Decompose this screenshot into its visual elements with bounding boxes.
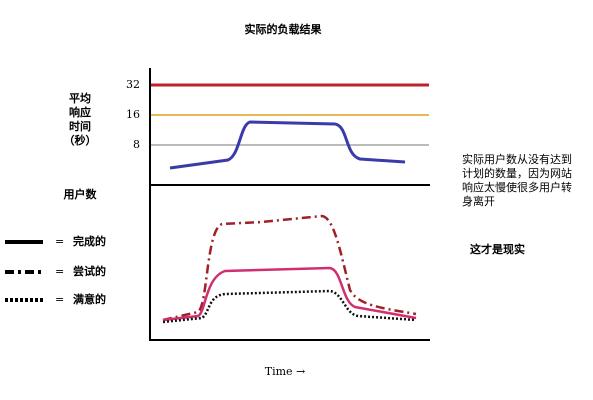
tick-label: 8 <box>133 138 140 151</box>
legend-symbol: = <box>55 293 64 306</box>
y-label: （秒） <box>64 133 97 147</box>
legend-symbol: = <box>55 235 64 248</box>
tick-label: 32 <box>126 78 140 91</box>
completed-curve <box>162 266 417 322</box>
x-label: Time → <box>265 365 306 378</box>
y-label: 响应 <box>69 105 91 119</box>
tick-label: 16 <box>126 108 140 121</box>
title: 实际的负载结果 <box>245 22 322 36</box>
satisfied-curve <box>162 289 417 324</box>
attempted-curve <box>162 214 417 322</box>
legend-label: 完成的 <box>73 234 106 248</box>
reality-note: 这才是现实 <box>470 242 525 256</box>
note: 计划的数量，因为网站 <box>462 166 572 180</box>
users-label: 用户数 <box>64 187 98 201</box>
note: 身离开 <box>462 194 495 208</box>
note: 实际用户数从没有达到 <box>462 152 572 166</box>
legend-label: 尝试的 <box>73 264 106 278</box>
y-label: 平均 <box>69 91 91 105</box>
y-label: 时间 <box>69 119 91 133</box>
note: 响应太慢使很多用户转 <box>462 180 572 194</box>
response-curve <box>169 120 406 170</box>
legend-label: 满意的 <box>73 292 106 306</box>
legend-symbol: = <box>55 265 64 278</box>
